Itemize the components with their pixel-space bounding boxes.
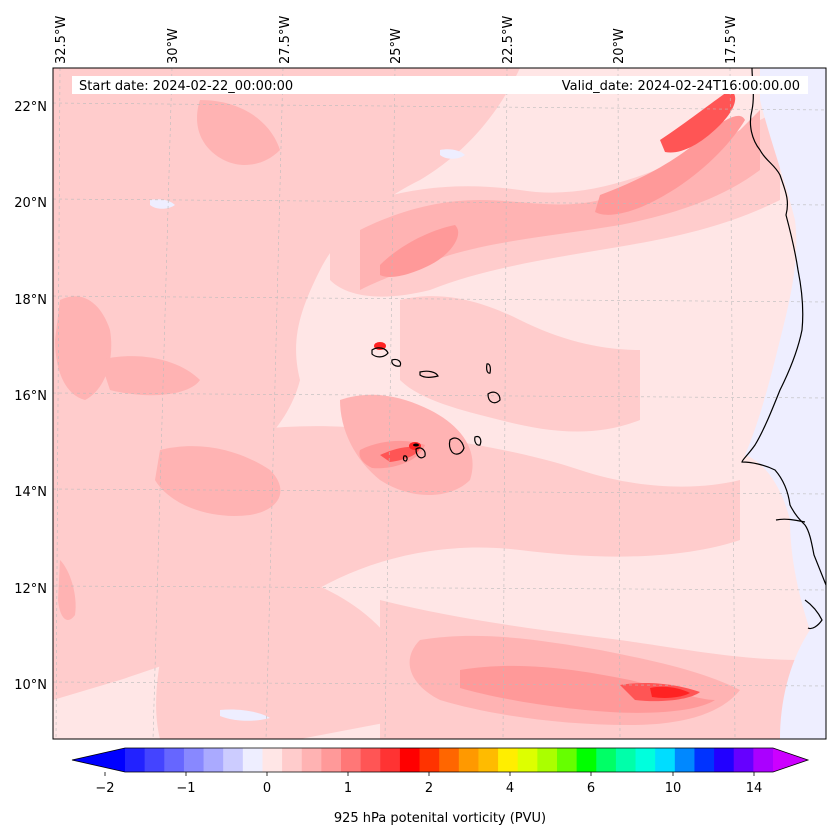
- pv-field-pink: [359, 115, 745, 713]
- colorbar-cell: [399, 748, 421, 772]
- cape-verde-sal: [486, 363, 491, 374]
- start-date: Start date: 2024-02-22_00:00:00: [79, 79, 293, 94]
- colorbar: −2 −1 0 1 2 4 6 10 14 925 hPa potenital …: [71, 747, 810, 826]
- colorbar-cell: [714, 748, 735, 772]
- cape-verde-santo-antao: [371, 347, 389, 358]
- colorbar-cell: [360, 748, 381, 772]
- colorbar-cell: [223, 748, 244, 772]
- colorbar-cell: [301, 748, 322, 772]
- colorbar-tick-label: 0: [263, 781, 271, 796]
- gambia-coast: [775, 518, 806, 523]
- coastlines: [371, 68, 826, 630]
- lon-label: 25°W: [389, 28, 404, 64]
- cape-verde-sao-nicolau: [419, 370, 439, 378]
- gridlines: [53, 68, 826, 739]
- colorbar-cell: [242, 748, 264, 772]
- colorbar-cell: [478, 748, 499, 772]
- colorbar-cell: [557, 748, 578, 772]
- colorbar-cell: [458, 748, 480, 772]
- map-frame: [52, 67, 827, 740]
- lon-label: 20°W: [612, 28, 627, 64]
- lon-label: 22.5°W: [501, 16, 516, 64]
- colorbar-cell: [164, 748, 185, 772]
- cape-verde-boa-vista: [487, 391, 501, 404]
- colorbar-ticks: [104, 772, 755, 776]
- lat-label: 10°N: [14, 678, 47, 693]
- lon-label: 17.5°W: [724, 16, 739, 64]
- colorbar-cell: [321, 748, 342, 772]
- cape-verde-brava: [402, 455, 408, 462]
- colorbar-cell: [635, 748, 656, 772]
- header-box: [72, 76, 808, 94]
- lat-label: 14°N: [14, 485, 47, 500]
- valid-date: Valid_date: 2024-02-24T16:00:00.00: [562, 79, 800, 94]
- pv-field-negative: [150, 68, 826, 739]
- colorbar-tick-label: 1: [344, 781, 352, 796]
- colorbar-cell: [498, 748, 519, 772]
- colorbar-cell: [576, 748, 597, 772]
- lat-label: 18°N: [14, 293, 47, 308]
- colorbar-tick-label: 2: [425, 781, 433, 796]
- colorbar-cell: [144, 748, 165, 772]
- lon-label: 32.5°W: [54, 16, 69, 64]
- colorbar-cell: [615, 748, 637, 772]
- lat-label: 16°N: [14, 389, 47, 404]
- colorbar-tick-label: 4: [506, 781, 514, 796]
- colorbar-cell: [380, 748, 401, 772]
- colorbar-cell: [419, 748, 440, 772]
- colorbar-cell: [125, 748, 146, 772]
- lat-label: 22°N: [14, 100, 47, 115]
- colorbar-cell: [537, 748, 558, 772]
- pv-field-red: [374, 90, 736, 702]
- colorbar-cell: [282, 748, 303, 772]
- colorbar-cell: [341, 748, 362, 772]
- colorbar-cell: [733, 748, 754, 772]
- colorbar-label: 925 hPa potenital vorticity (PVU): [334, 811, 546, 826]
- colorbar-tick-label: −1: [176, 781, 195, 796]
- colorbar-cell: [262, 748, 283, 772]
- colorbar-outline: [71, 747, 810, 773]
- africa-coastline: [741, 68, 826, 586]
- colorbar-cell: [439, 748, 460, 772]
- colorbar-tick-label: 14: [746, 781, 763, 796]
- colorbar-cell: [517, 748, 538, 772]
- colorbar-cell: [596, 748, 617, 772]
- colorbar-cell: [674, 748, 696, 772]
- colorbar-cell: [183, 748, 205, 772]
- colorbar-tick-label: −2: [95, 781, 114, 796]
- colorbar-tick-label: 6: [587, 781, 595, 796]
- colorbar-cell: [694, 748, 715, 772]
- colorbar-cell: [655, 748, 676, 772]
- lat-label: 12°N: [14, 582, 47, 597]
- cape-verde-santiago: [448, 437, 465, 455]
- colorbar-cell: [753, 748, 774, 772]
- guinea-coast: [804, 599, 823, 630]
- lon-label: 27.5°W: [278, 16, 293, 64]
- cape-verde-fogo: [415, 447, 426, 459]
- lat-label: 20°N: [14, 196, 47, 211]
- colorbar-cells: [125, 748, 774, 772]
- lon-labels: 32.5°W 30°W 27.5°W 25°W 22.5°W 20°W 17.5…: [54, 16, 739, 64]
- colorbar-extend-low: [72, 748, 125, 772]
- colorbar-extend-high: [773, 748, 808, 772]
- lon-label: 30°W: [166, 28, 181, 64]
- map-panel: [53, 68, 826, 739]
- colorbar-tick-label: 10: [665, 781, 682, 796]
- lat-labels: 22°N 20°N 18°N 16°N 14°N 12°N 10°N: [14, 100, 47, 693]
- cape-verde-maio: [474, 435, 482, 446]
- colorbar-cell: [203, 748, 224, 772]
- cape-verde-sao-vicente: [391, 358, 402, 367]
